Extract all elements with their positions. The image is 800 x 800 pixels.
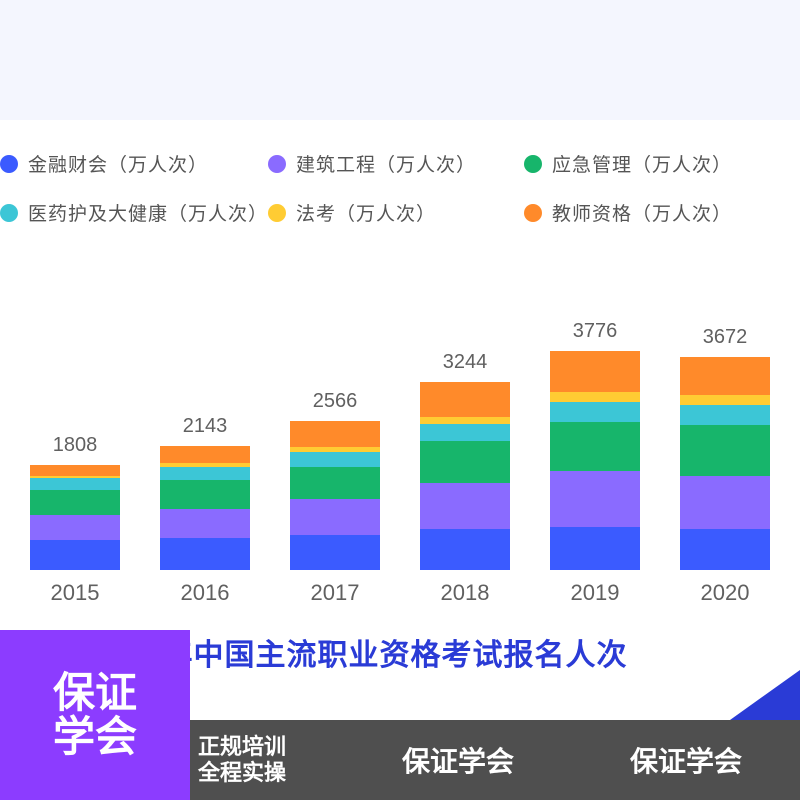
bar-segment xyxy=(680,476,770,529)
bar-segment xyxy=(680,395,770,405)
bar-segment xyxy=(30,478,120,490)
legend: 金融财会（万人次） 建筑工程（万人次） 应急管理（万人次） 医药护及大健康（万人次） 法… xyxy=(0,150,780,226)
bar-segment xyxy=(550,527,640,571)
bar-segment xyxy=(550,392,640,402)
promo-badge: 保证 学会 xyxy=(0,630,190,800)
bar-segment xyxy=(290,467,380,499)
legend-item-2: 应急管理（万人次） xyxy=(524,150,780,177)
x-axis-label: 2020 xyxy=(680,580,770,606)
bar-segment xyxy=(680,529,770,570)
bar-group-2020: 3672 xyxy=(680,326,770,570)
bar-segment xyxy=(160,480,250,509)
bar xyxy=(680,357,770,570)
bar-total-label: 1808 xyxy=(53,434,98,457)
legend-swatch xyxy=(0,155,18,173)
bar-segment xyxy=(550,471,640,526)
legend-label: 应急管理（万人次） xyxy=(552,150,732,177)
bar-segment xyxy=(160,509,250,538)
x-axis: 2015 2016 2017 2018 2019 2020 xyxy=(30,580,770,606)
legend-swatch xyxy=(268,204,286,222)
corner-triangle xyxy=(730,670,800,720)
bar-segment xyxy=(290,452,380,467)
bar-total-label: 3672 xyxy=(703,326,748,349)
bar-segment xyxy=(420,441,510,483)
bar-segment xyxy=(290,535,380,570)
overlay-slot-3: 保证学会 xyxy=(630,740,742,780)
overlay-slot-2: 保证学会 xyxy=(402,740,514,780)
bar-group-2018: 3244 xyxy=(420,351,510,570)
bar-segment xyxy=(420,417,510,424)
legend-swatch xyxy=(524,204,542,222)
legend-label: 教师资格（万人次） xyxy=(552,199,732,226)
legend-label: 金融财会（万人次） xyxy=(28,150,208,177)
x-axis-label: 2018 xyxy=(420,580,510,606)
bar xyxy=(420,382,510,570)
bar-total-label: 2566 xyxy=(313,390,358,413)
legend-item-4: 法考（万人次） xyxy=(268,199,524,226)
promo-badge-line1: 保证 xyxy=(53,671,137,715)
bar-segment xyxy=(420,529,510,570)
bar-segment xyxy=(30,465,120,475)
overlay-slot-1: 正规培训全程实操 xyxy=(198,734,286,787)
legend-label: 法考（万人次） xyxy=(296,199,436,226)
bar-group-2016: 2143 xyxy=(160,415,250,570)
bar-group-2019: 3776 xyxy=(550,320,640,570)
bar xyxy=(550,351,640,570)
bar-segment xyxy=(420,424,510,441)
bar-segment xyxy=(30,490,120,515)
bar-segment xyxy=(160,538,250,570)
bar-total-label: 3244 xyxy=(443,351,488,374)
bar xyxy=(160,446,250,570)
bar-total-label: 2143 xyxy=(183,415,228,438)
bar-segment xyxy=(680,425,770,476)
bar-group-2015: 1808 xyxy=(30,434,120,570)
bar-segment xyxy=(550,402,640,422)
bar-segment xyxy=(680,405,770,425)
top-band xyxy=(0,0,800,120)
bar-segment xyxy=(420,483,510,529)
bar xyxy=(30,465,120,570)
legend-item-0: 金融财会（万人次） xyxy=(0,150,268,177)
promo-badge-line2: 学会 xyxy=(53,715,137,759)
x-axis-label: 2017 xyxy=(290,580,380,606)
bar xyxy=(290,421,380,570)
legend-item-5: 教师资格（万人次） xyxy=(524,199,780,226)
bar-total-label: 3776 xyxy=(573,320,618,343)
bar-segment xyxy=(550,422,640,471)
stacked-bar-chart: 1808 2143 2566 3244 3776 3672 xyxy=(30,290,770,570)
bar-segment xyxy=(420,382,510,417)
bar-segment xyxy=(160,446,250,463)
legend-item-1: 建筑工程（万人次） xyxy=(268,150,524,177)
bar-segment xyxy=(290,499,380,535)
bar-segment xyxy=(290,421,380,447)
legend-label: 建筑工程（万人次） xyxy=(296,150,476,177)
bar-segment xyxy=(160,467,250,480)
x-axis-label: 2019 xyxy=(550,580,640,606)
legend-item-3: 医药护及大健康（万人次） xyxy=(0,199,268,226)
bar-segment xyxy=(680,357,770,395)
bar-segment xyxy=(30,515,120,540)
x-axis-label: 2016 xyxy=(160,580,250,606)
bar-group-2017: 2566 xyxy=(290,390,380,570)
legend-swatch xyxy=(268,155,286,173)
legend-swatch xyxy=(524,155,542,173)
legend-swatch xyxy=(0,204,18,222)
bar-segment xyxy=(30,540,120,570)
bar-segment xyxy=(550,351,640,392)
legend-label: 医药护及大健康（万人次） xyxy=(28,199,268,226)
x-axis-label: 2015 xyxy=(30,580,120,606)
